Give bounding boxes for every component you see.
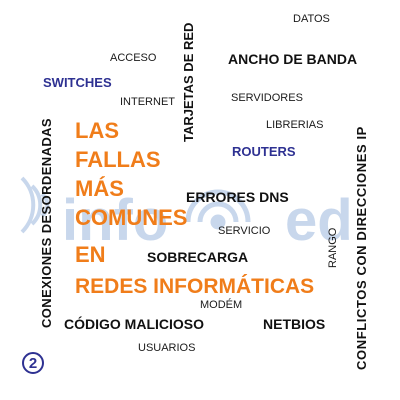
word-internet: INTERNET (120, 96, 175, 108)
headline-line-6: REDES INFORMÁTICAS (75, 275, 315, 298)
headline-line-5: EN (75, 242, 106, 267)
word-routers: ROUTERS (232, 144, 296, 159)
word-modem: MODÉM (200, 299, 243, 311)
word-tarjetas-de-red: TARJETAS DE RED (181, 22, 196, 142)
headline-line-1: LAS (75, 118, 119, 143)
word-sobrecarga: SOBRECARGA (147, 249, 249, 265)
word-codigo-malicioso: CÓDIGO MALICIOSO (64, 316, 204, 332)
word-switches: SWITCHES (43, 75, 112, 90)
word-acceso: ACCESO (110, 52, 157, 64)
word-servidores: SERVIDORES (231, 92, 303, 104)
word-netbios: NETBIOS (263, 316, 326, 332)
word-servicio: SERVICIO (218, 225, 271, 237)
word-ancho-de-banda: ANCHO DE BANDA (228, 51, 358, 67)
headline-line-2: FALLAS (75, 147, 161, 172)
watermark-text-right: ed (285, 188, 353, 253)
word-conflictos-ip: CONFLICTOS CON DIRECCIONES IP (354, 126, 369, 370)
headline-line-3: MÁS (75, 176, 124, 201)
word-librerias: LIBRERIAS (266, 119, 324, 131)
word-conexiones-desordenadas: CONEXIONES DESORDENADAS (39, 117, 54, 328)
word-errores-dns: ERRORES DNS (186, 189, 289, 205)
word-usuarios: USUARIOS (138, 342, 196, 354)
number-badge: 2 (22, 352, 44, 374)
headline-line-4: COMUNES (75, 205, 188, 230)
word-rango: RANGO (327, 227, 339, 268)
word-datos: DATOS (293, 13, 330, 25)
